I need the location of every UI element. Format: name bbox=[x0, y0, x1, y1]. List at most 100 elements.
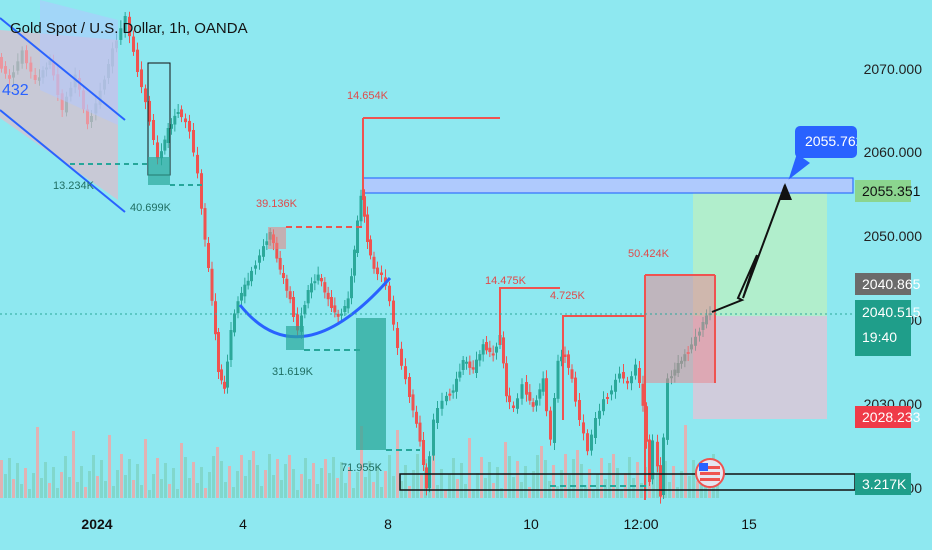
volume-bar bbox=[40, 478, 43, 498]
volume-bar bbox=[340, 462, 343, 498]
volume-bar bbox=[584, 485, 587, 498]
candle-body bbox=[229, 330, 233, 360]
candle-body bbox=[316, 274, 320, 281]
volume-bar bbox=[320, 468, 323, 498]
volume-bar bbox=[432, 434, 435, 498]
volume-bar bbox=[468, 438, 471, 498]
candle-body bbox=[300, 315, 303, 332]
volume-bar bbox=[216, 447, 219, 498]
volume-bar bbox=[308, 479, 311, 498]
volume-bar bbox=[600, 458, 603, 498]
volume-bar bbox=[392, 476, 395, 498]
volume-bar bbox=[248, 460, 251, 498]
candle-body bbox=[495, 346, 498, 353]
volume-bar bbox=[408, 486, 411, 498]
x-tick-label: 12:00 bbox=[623, 516, 659, 532]
candle-body bbox=[666, 378, 669, 440]
y-tick-label: 2050.000 bbox=[863, 228, 922, 244]
candle-body bbox=[180, 109, 183, 118]
candle-body bbox=[336, 313, 340, 317]
candle-body bbox=[210, 268, 214, 301]
volume-bar bbox=[228, 466, 231, 498]
channel-fill-upper bbox=[40, 0, 118, 125]
volume-bar bbox=[716, 475, 719, 498]
box-bull-big bbox=[356, 318, 386, 450]
volume-bar bbox=[420, 475, 423, 498]
volume-bar bbox=[100, 460, 103, 498]
volume-bar bbox=[112, 486, 115, 498]
take-level-tag[interactable]: 2040.865 bbox=[855, 273, 920, 295]
candle-body bbox=[586, 433, 589, 452]
volume-bar bbox=[472, 489, 475, 498]
candle-body bbox=[310, 283, 313, 293]
current-price-tag[interactable]: 2040.515 19:40 bbox=[855, 300, 920, 356]
volume-bar bbox=[544, 460, 547, 498]
candle-body bbox=[236, 301, 240, 314]
candle-body bbox=[303, 304, 307, 315]
candle-body bbox=[254, 265, 257, 269]
candle-body bbox=[478, 354, 482, 361]
volume-bar bbox=[280, 480, 283, 498]
volume-bar bbox=[12, 479, 15, 498]
x-tick-label: 10 bbox=[523, 516, 539, 532]
vol-annot-4725: 4.725K bbox=[550, 290, 585, 302]
candle-body bbox=[525, 382, 528, 395]
blue-zone-tag[interactable]: 2055.351 bbox=[855, 180, 920, 202]
channel-price-label: 432 bbox=[2, 82, 29, 99]
chart-title: Gold Spot / U.S. Dollar, 1h, OANDA bbox=[10, 20, 248, 37]
candle-body bbox=[163, 139, 167, 151]
volume-bar bbox=[460, 463, 463, 498]
candle-body bbox=[549, 410, 552, 440]
volume-bar bbox=[680, 471, 683, 498]
stop-loss-tag[interactable]: 2028.233 bbox=[855, 406, 920, 428]
volume-bar bbox=[168, 484, 171, 498]
candle-body bbox=[243, 284, 247, 297]
volume-bar bbox=[380, 487, 383, 498]
volume-bar bbox=[388, 455, 391, 498]
candle-body bbox=[428, 456, 431, 489]
vol-annot-14654: 14.654K bbox=[347, 90, 388, 102]
volume-bar bbox=[620, 489, 623, 498]
volume-bar bbox=[104, 481, 107, 498]
volume-bar bbox=[416, 454, 419, 498]
candle-body bbox=[226, 361, 229, 388]
vol-annot-13234: 13.234K bbox=[53, 180, 94, 192]
volume-bar bbox=[68, 477, 71, 498]
vol-annot-31619: 31.619K bbox=[272, 366, 313, 378]
volume-bar bbox=[564, 454, 567, 498]
resistance-zone bbox=[362, 177, 854, 194]
volume-bar bbox=[464, 484, 467, 498]
candle-body bbox=[346, 298, 350, 309]
candle-body bbox=[200, 173, 203, 209]
volume-bar bbox=[328, 473, 331, 498]
volume-bar bbox=[52, 467, 55, 498]
volume-bar bbox=[116, 470, 119, 498]
volume-bar bbox=[60, 472, 63, 498]
volume-bar bbox=[108, 435, 111, 498]
volume-bar bbox=[276, 459, 279, 498]
us-flag-icon[interactable] bbox=[695, 458, 725, 488]
volume-bar bbox=[208, 472, 211, 498]
x-tick-label: 15 bbox=[741, 516, 757, 532]
candle-body bbox=[491, 353, 495, 356]
volume-bar bbox=[692, 460, 695, 498]
candle-body bbox=[323, 282, 327, 293]
volume-bar bbox=[124, 475, 127, 498]
candle-body bbox=[648, 439, 651, 482]
candle-body bbox=[538, 389, 542, 399]
candle-body bbox=[240, 292, 243, 301]
candle-body bbox=[366, 214, 369, 242]
candle-body bbox=[570, 369, 574, 379]
volume-bar bbox=[164, 463, 167, 498]
candle-body bbox=[455, 378, 458, 392]
candle-body bbox=[278, 257, 282, 270]
candle-body bbox=[461, 360, 465, 370]
volume-bar bbox=[4, 474, 7, 498]
volume-bar bbox=[20, 484, 23, 498]
candle-body bbox=[217, 332, 220, 372]
volume-tag[interactable]: 3.217K bbox=[855, 473, 911, 495]
target-callout[interactable]: 2055.762 bbox=[795, 126, 857, 158]
volume-bar bbox=[152, 474, 155, 498]
red-line-4725 bbox=[562, 315, 645, 420]
